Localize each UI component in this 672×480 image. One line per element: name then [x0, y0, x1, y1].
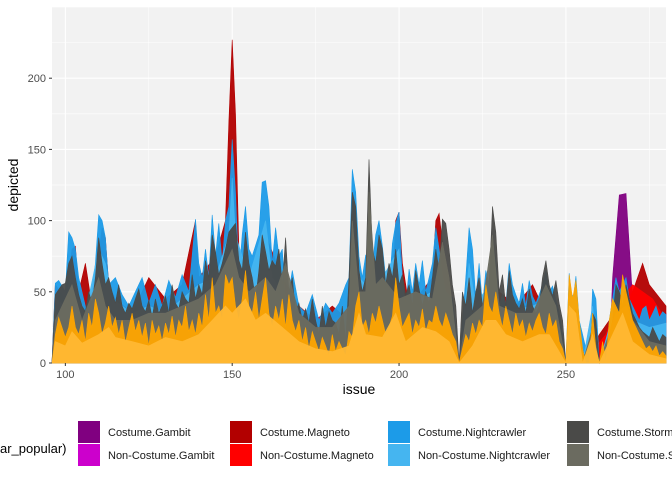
legend-label-non-costume-magneto: Non-Costume.Magneto [260, 450, 374, 462]
legend: Costume.Gambit Non-Costume.Gambit Costume.… [78, 421, 672, 466]
legend-label-costume-gambit: Costume.Gambit [108, 427, 191, 439]
y-tick-label: 0 [40, 358, 46, 370]
x-tick-label: 200 [390, 369, 408, 381]
y-axis-title: depicted [5, 159, 21, 212]
legend-label-costume-nightcrawler: Costume.Nightcrawler [418, 427, 527, 439]
y-tick-label: 200 [28, 73, 46, 85]
legend-swatch-non-costume-storm [567, 444, 589, 466]
y-axis-ticks: 0 50 100 150 200 [28, 73, 52, 370]
legend-swatch-non-costume-nightcrawler [388, 444, 410, 466]
legend-swatch-non-costume-gambit [78, 444, 100, 466]
y-tick-label: 50 [34, 287, 46, 299]
x-tick-label: 100 [56, 369, 74, 381]
legend-swatch-non-costume-magneto [230, 444, 252, 466]
x-tick-label: 150 [223, 369, 241, 381]
area-series-group [51, 39, 667, 365]
legend-label-non-costume-gambit: Non-Costume.Gambit [108, 450, 214, 462]
x-axis-title: issue [343, 381, 376, 397]
legend-label-costume-magneto: Costume.Magneto [260, 427, 350, 439]
x-tick-label: 250 [557, 369, 575, 381]
y-tick-label: 150 [28, 144, 46, 156]
legend-swatch-costume-storm [567, 421, 589, 443]
y-tick-label: 100 [28, 216, 46, 228]
legend-swatch-costume-magneto [230, 421, 252, 443]
legend-label-non-costume-storm: Non-Costume.Storm [597, 450, 672, 462]
legend-title: ar_popular) [0, 441, 67, 456]
legend-label-non-costume-nightcrawler: Non-Costume.Nightcrawler [418, 450, 550, 462]
legend-swatch-costume-gambit [78, 421, 100, 443]
area-non-costume-wolverine [51, 298, 667, 365]
legend-label-costume-storm: Costume.Storm [597, 427, 672, 439]
legend-swatch-costume-nightcrawler [388, 421, 410, 443]
x-axis-ticks: 100 150 200 250 [56, 363, 575, 381]
